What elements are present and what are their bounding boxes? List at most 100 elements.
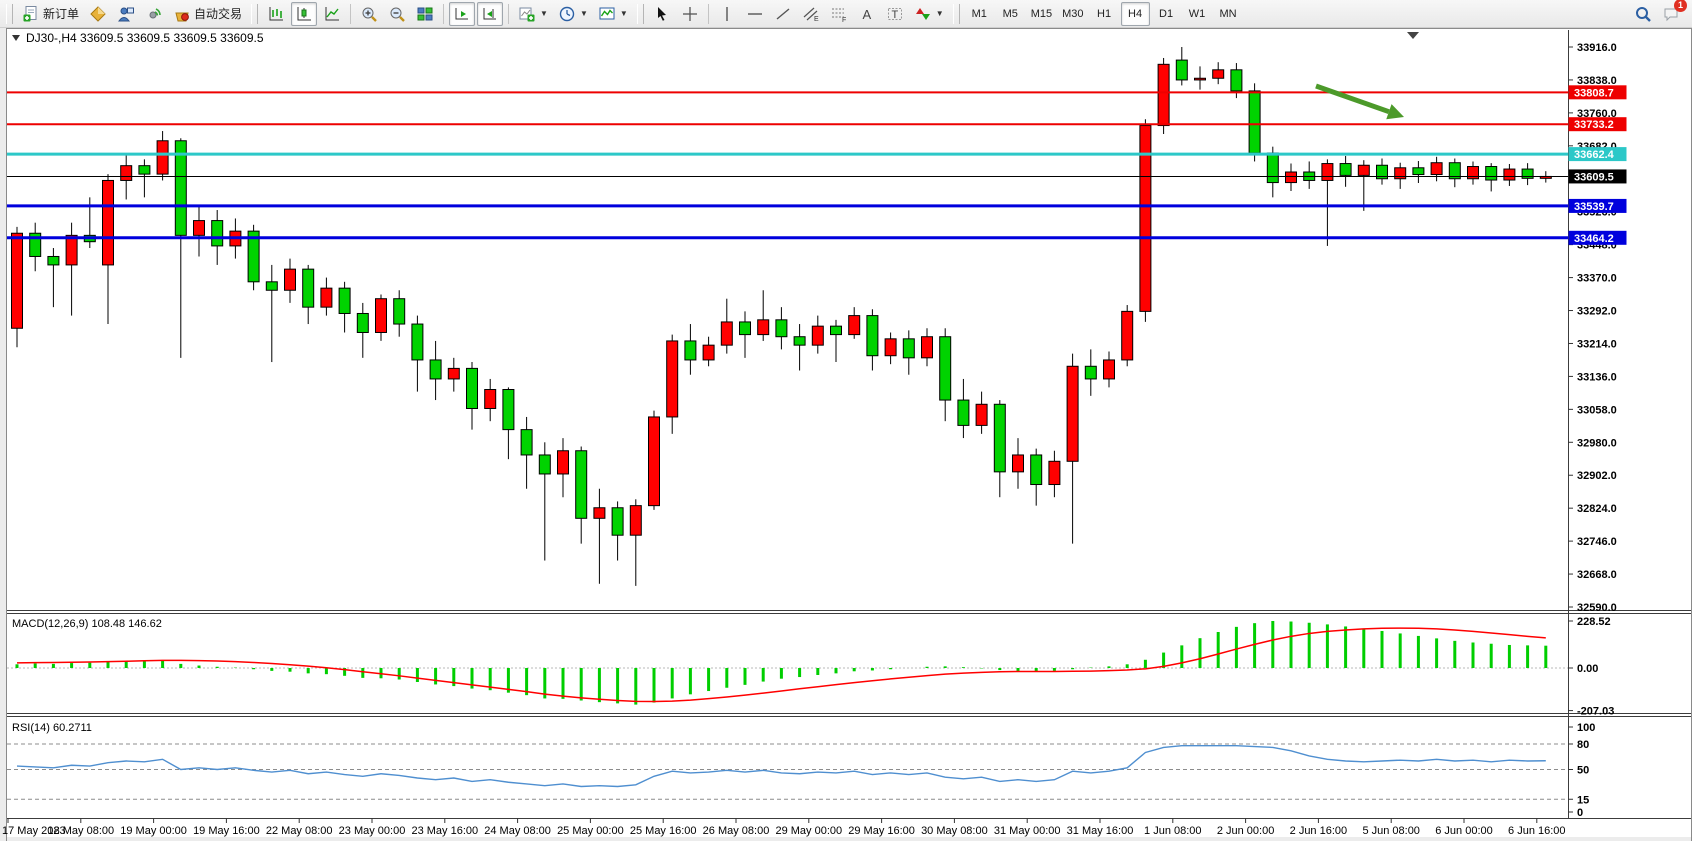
chart-shift-icon — [483, 7, 497, 19]
candle-body — [993, 403, 1006, 473]
rsi-indicator-label: RSI(14) 60.2711 — [12, 722, 92, 734]
templates-button[interactable]: ▼ — [594, 2, 632, 26]
toolbar-grip[interactable] — [251, 3, 259, 24]
candle-body — [1012, 454, 1024, 473]
periods-button[interactable]: ▼ — [554, 2, 592, 26]
arrows-shapes-icon — [915, 7, 930, 20]
chevron-down-icon: ▼ — [935, 9, 944, 18]
time-tick-label: 26 May 08:00 — [703, 825, 770, 837]
candle-body — [302, 268, 315, 308]
candle-body — [265, 281, 278, 291]
fibonacci-tool-button[interactable]: F — [826, 2, 852, 26]
crosshair-tool-button[interactable] — [677, 2, 703, 26]
price-tick-label: 32746.0 — [1577, 536, 1617, 548]
gold-diamond-icon — [90, 5, 106, 22]
terminal-button[interactable] — [113, 2, 139, 26]
line-chart-type-button[interactable] — [319, 2, 345, 26]
macd-tick-label: 0.00 — [1577, 663, 1598, 675]
toolbar-grip[interactable] — [636, 3, 644, 24]
timeframe-mn[interactable]: MN — [1214, 2, 1243, 26]
macd-tick-label: 228.52 — [1577, 616, 1611, 628]
bar-chart-type-button[interactable] — [263, 2, 289, 26]
macd-indicator-label: MACD(12,26,9) 108.48 146.62 — [12, 618, 162, 630]
candle-body — [1412, 167, 1425, 176]
candle-body — [338, 287, 351, 314]
timeframe-m5[interactable]: M5 — [996, 2, 1025, 26]
notifications-button[interactable]: 1 — [1658, 0, 1687, 26]
toolbar-grip[interactable] — [952, 3, 960, 24]
candle-body — [29, 232, 42, 257]
timeframe-m30[interactable]: M30 — [1058, 2, 1087, 26]
toolbar-grip[interactable] — [6, 3, 13, 24]
candle-chart-type-icon — [297, 6, 312, 20]
horizontal-line-icon — [747, 12, 762, 15]
terminal-user-icon — [118, 7, 135, 21]
time-tick-label: 23 May 00:00 — [339, 825, 406, 837]
candle-body — [466, 367, 478, 410]
time-tick-label: 23 May 16:00 — [411, 825, 478, 837]
candle-body — [393, 298, 406, 325]
equidistant-channel-icon: E — [803, 7, 819, 23]
candle-body — [793, 336, 806, 346]
rsi-tick-label: 100 — [1577, 722, 1595, 734]
time-tick-label: 29 May 00:00 — [775, 825, 842, 837]
auto-trading-icon — [175, 12, 189, 21]
indicators-button[interactable]: ▼ — [514, 2, 552, 26]
candle-body — [884, 338, 897, 357]
timeframe-w1[interactable]: W1 — [1183, 2, 1212, 26]
zoom-in-icon — [362, 7, 377, 22]
candle-body — [429, 359, 442, 380]
candle-body — [156, 140, 169, 175]
chart-shift-button[interactable] — [477, 1, 504, 26]
text-tool-button[interactable]: A — [854, 2, 880, 26]
price-tick-label: 33214.0 — [1577, 338, 1617, 350]
auto-scroll-button[interactable] — [449, 1, 476, 26]
price-tick-label: 33292.0 — [1577, 306, 1617, 318]
candle-body — [575, 450, 588, 519]
search-button[interactable] — [1630, 2, 1656, 26]
strategy-tester-button[interactable] — [141, 2, 167, 26]
timeframe-h4[interactable]: H4 — [1120, 1, 1150, 26]
symbol-dropdown-icon[interactable] — [12, 35, 20, 41]
new-order-button[interactable]: 新订单 — [18, 2, 83, 26]
timeframe-h1[interactable]: H1 — [1090, 2, 1119, 26]
trend-arrow-annotation[interactable] — [1315, 83, 1390, 115]
timeframe-m1[interactable]: M1 — [965, 2, 994, 26]
chart-canvas[interactable]: DJ30-,H4 33609.5 33609.5 33609.5 33609.5… — [0, 28, 1692, 841]
candle-body — [702, 344, 715, 361]
candle-body — [1376, 164, 1388, 180]
text-label-tool-button[interactable]: T — [882, 2, 908, 26]
zoom-out-button[interactable] — [384, 2, 410, 26]
rsi-tick-label: 0 — [1577, 807, 1583, 819]
zoom-out-icon — [390, 7, 405, 22]
auto-scroll-icon — [455, 7, 469, 19]
trend-arrow-head[interactable] — [1386, 104, 1404, 120]
chevron-down-icon: ▼ — [619, 9, 628, 18]
timeframe-d1[interactable]: D1 — [1152, 2, 1181, 26]
auto-trading-button[interactable]: 自动交易 — [169, 2, 246, 26]
horizontal-line-tool-button[interactable] — [742, 2, 768, 26]
price-line-label-text: 33808.7 — [1574, 87, 1614, 99]
chart-shift-marker[interactable] — [1407, 32, 1419, 39]
equidistant-channel-tool-button[interactable]: E — [798, 2, 824, 26]
timeframe-m15[interactable]: M15 — [1027, 2, 1056, 26]
tile-windows-button[interactable] — [412, 2, 438, 26]
search-icon — [1636, 6, 1651, 22]
candle-body — [120, 165, 133, 181]
candle-body — [921, 336, 933, 359]
cursor-tool-button[interactable] — [649, 2, 675, 26]
candle-chart-type-button[interactable] — [291, 1, 318, 26]
market-watch-button[interactable] — [85, 2, 111, 26]
vertical-line-tool-button[interactable] — [714, 2, 740, 26]
zoom-in-button[interactable] — [356, 2, 382, 26]
trendline-tool-button[interactable] — [770, 2, 796, 26]
trendline-icon — [776, 7, 790, 20]
candle-body — [1103, 359, 1115, 380]
time-tick-label: 2 Jun 16:00 — [1290, 825, 1348, 837]
price-tick-label: 32668.0 — [1577, 569, 1617, 581]
arrows-shapes-button[interactable]: ▼ — [910, 2, 948, 26]
candle-body — [1175, 59, 1188, 81]
candle-body — [1230, 69, 1243, 92]
candle-body — [1394, 167, 1407, 180]
